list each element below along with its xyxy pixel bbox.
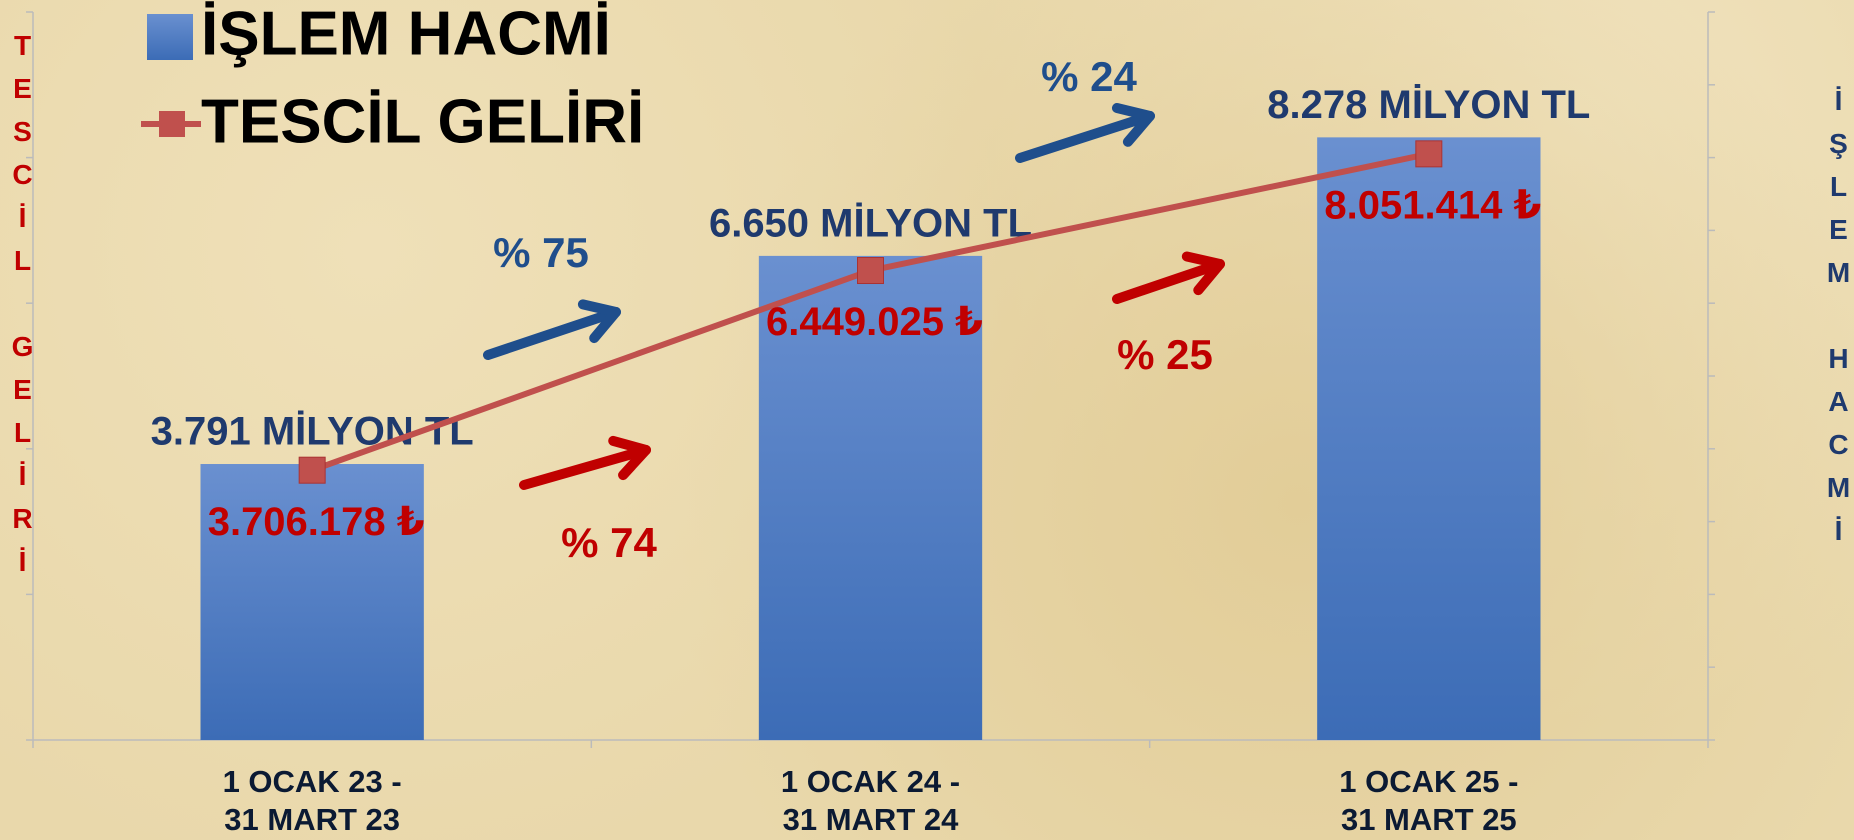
legend-swatch [147,14,193,60]
y2-axis-label: İŞLEM HACMİ [1823,85,1854,558]
bar [200,464,424,740]
x-tick-label: 1 OCAK 25 - 31 MART 25 [1339,764,1519,837]
annotation: % 75 [493,229,589,276]
line-value-label: 8.051.414 ₺ [1324,183,1541,227]
arrow-shaft [1015,111,1155,163]
arrow-shaft [519,445,651,490]
line-value-label: 3.706.178 ₺ [208,500,425,544]
legend-label: İŞLEM HACMİ [201,0,611,68]
line-marker [298,456,326,484]
annotation: % 24 [1041,53,1137,100]
arrow-shaft [483,307,621,360]
bar [1317,137,1541,741]
bar-value-label: 8.278 MİLYON TL [1267,83,1590,127]
line-marker [1415,140,1443,168]
bar-value-label: 6.650 MİLYON TL [709,201,1032,245]
annotation: % 74 [561,519,657,566]
line-marker [857,257,884,285]
line-value-label: 6.449.025 ₺ [766,300,983,344]
bar [758,255,983,740]
arrow-head [577,299,621,344]
y-axis-label: TESCİL GELİRİ [7,30,38,589]
x-tick-label: 1 OCAK 24 - 31 MART 24 [780,764,961,837]
arrow-shaft [1112,259,1225,304]
x-tick-label: 1 OCAK 23 - 31 MART 23 [222,764,402,837]
annotation: % 25 [1117,331,1213,378]
legend-swatch [159,111,185,137]
arrow-head [1181,251,1225,296]
arrow-head [1111,103,1155,147]
arrow-head [608,435,651,481]
legend-label: TESCİL GELİRİ [201,87,644,156]
